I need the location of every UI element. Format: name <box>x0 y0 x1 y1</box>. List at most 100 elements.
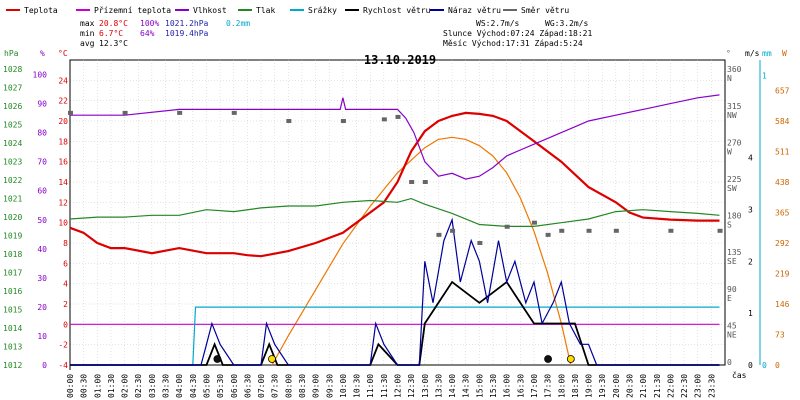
temp-tick-label: 0 <box>63 320 68 329</box>
x-tick-label: 03:30 <box>162 374 171 398</box>
legend-label: Teplota <box>24 6 58 15</box>
dir-tick-label: SE <box>727 257 737 266</box>
stat-value: 1021.2hPa <box>165 19 209 28</box>
legend-label: Náraz větru <box>448 6 501 15</box>
unit-ms: m/s <box>745 49 760 58</box>
ms-tick-label: 4 <box>748 154 753 163</box>
ms-tick-label: 3 <box>748 205 753 214</box>
dir-point <box>422 180 428 184</box>
x-tick-label: 17:00 <box>530 374 539 398</box>
hum-tick-label: 100 <box>33 71 48 80</box>
press-tick-label: 1015 <box>3 306 22 315</box>
series-line <box>69 111 720 258</box>
x-tick-label: 12:30 <box>407 374 416 398</box>
x-tick-label: 20:00 <box>612 374 621 398</box>
x-tick-label: 22:30 <box>680 374 689 398</box>
x-tick-label: 02:30 <box>134 374 143 398</box>
moon-event-marker <box>213 355 222 363</box>
x-axis-label: čas <box>732 370 747 380</box>
dir-tick-label: 180 <box>727 212 742 221</box>
sun-event-marker <box>566 355 575 363</box>
x-tick-label: 15:30 <box>489 374 498 398</box>
press-tick-label: 1023 <box>3 158 22 167</box>
solar-tick-label: 365 <box>775 209 790 218</box>
temp-tick-label: 24 <box>58 76 68 85</box>
series-group <box>68 94 723 366</box>
stat-value: 0.2mm <box>226 19 250 28</box>
temp-tick-label: 20 <box>58 117 68 126</box>
dir-point <box>450 228 456 233</box>
temp-tick-label: -4 <box>58 361 68 370</box>
unit-pct: % <box>40 49 45 58</box>
x-tick-label: 09:00 <box>312 374 321 398</box>
hum-tick-label: 90 <box>37 100 47 109</box>
series-line <box>70 94 720 180</box>
dir-tick-label: 0 <box>727 358 732 367</box>
hum-tick-label: 30 <box>37 274 47 283</box>
series-line <box>69 197 720 227</box>
plot-grid <box>69 59 726 366</box>
solar-tick-label: 292 <box>775 239 790 248</box>
hum-tick-label: 20 <box>37 303 47 312</box>
dir-point <box>504 224 510 229</box>
hum-tick-label: 40 <box>37 245 47 254</box>
x-tick-label: 18:30 <box>571 374 580 398</box>
stat-value: avg <box>80 39 95 48</box>
x-tick-label: 11:00 <box>366 374 375 398</box>
dir-point <box>409 180 415 184</box>
legend-label: Přízemní teplota <box>94 6 171 15</box>
dir-tick-label: 90 <box>727 285 737 294</box>
dir-point <box>231 110 237 115</box>
x-tick-label: 17:30 <box>544 374 553 398</box>
dir-point <box>68 110 73 115</box>
x-tick-label: 19:30 <box>598 374 607 398</box>
unit-degc: °C <box>58 49 68 58</box>
stat-wg: WG:3.2m/s <box>545 19 589 28</box>
dir-point <box>381 117 387 122</box>
x-tick-label: 02:00 <box>121 374 130 398</box>
dir-point <box>531 220 537 225</box>
legend-label: Směr větru <box>521 6 569 15</box>
press-tick-label: 1018 <box>3 250 22 259</box>
x-tick-label: 08:00 <box>284 374 293 398</box>
sun-event-marker <box>268 355 276 363</box>
x-tick-label: 10:30 <box>353 374 362 398</box>
hum-tick-label: 50 <box>37 216 47 225</box>
stat-moon: Měsíc Východ:17:31 Západ:5:24 <box>443 39 583 48</box>
hum-tick-label: 80 <box>37 129 47 138</box>
x-tick-label: 13:00 <box>421 374 430 398</box>
dir-tick-label: 225 <box>727 175 742 184</box>
temp-tick-label: 4 <box>63 280 68 289</box>
x-tick-label: 07:30 <box>271 374 280 398</box>
stat-value: max <box>80 19 95 28</box>
solar-tick-label: 584 <box>775 117 790 126</box>
press-tick-label: 1024 <box>3 139 22 148</box>
plot-frame <box>69 59 726 366</box>
moon-event-marker <box>544 355 552 363</box>
dir-tick-label: E <box>727 294 732 303</box>
solar-tick-label: 657 <box>775 87 790 96</box>
solar-tick-label: 73 <box>775 331 785 340</box>
stat-value: 12.3°C <box>99 39 128 48</box>
hum-tick-label: 60 <box>37 187 47 196</box>
x-tick-label: 20:30 <box>625 374 634 398</box>
temp-tick-label: 16 <box>58 158 68 167</box>
temp-tick-label: 22 <box>58 97 68 106</box>
press-tick-label: 1013 <box>3 343 22 352</box>
x-tick-label: 00:00 <box>66 374 75 398</box>
press-tick-label: 1012 <box>3 361 22 370</box>
x-tick-label: 19:00 <box>585 374 594 398</box>
x-tick-label: 04:00 <box>175 374 184 398</box>
temp-tick-label: 18 <box>58 137 68 146</box>
x-tick-label: 01:00 <box>93 374 102 398</box>
stat-ws: WS:2.7m/s <box>476 19 520 28</box>
solar-tick-label: 511 <box>775 148 790 157</box>
x-tick-label: 09:30 <box>325 374 334 398</box>
stat-value: 20.8°C <box>99 19 128 28</box>
dir-tick-label: 360 <box>727 65 742 74</box>
press-tick-label: 1026 <box>3 102 22 111</box>
x-tick-label: 21:00 <box>639 374 648 398</box>
legend-label: Rychlost větru <box>363 6 431 15</box>
x-tick-label: 11:30 <box>380 374 389 398</box>
